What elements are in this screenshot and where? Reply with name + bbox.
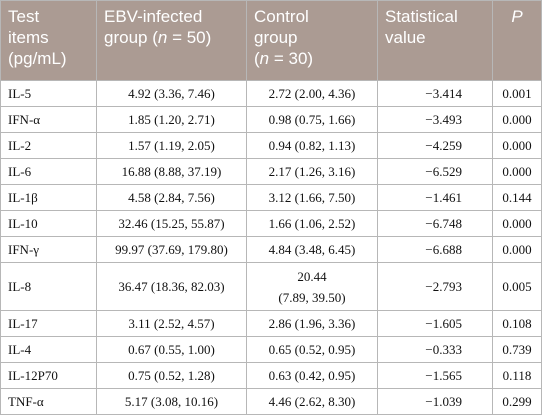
test-item-cell: IL-4 bbox=[0, 336, 97, 363]
test-item-cell: IL-10 bbox=[0, 210, 97, 237]
test-item-cell: IL-6 bbox=[0, 158, 97, 185]
table-row: IL-10 32.46 (15.25, 55.87) 1.66 (1.06, 2… bbox=[0, 210, 542, 237]
ebv-value-cell: 0.67 (0.55, 1.00) bbox=[96, 336, 247, 363]
ebv-value-cell: 4.58 (2.84, 7.56) bbox=[96, 184, 247, 211]
ebv-value-cell: 32.46 (15.25, 55.87) bbox=[96, 210, 247, 237]
statistical-value-cell: −1.605 bbox=[377, 310, 493, 337]
statistical-value-cell: −3.493 bbox=[377, 106, 493, 133]
table-row: IL-4 0.67 (0.55, 1.00) 0.65 (0.52, 0.95)… bbox=[0, 336, 542, 363]
p-value-cell: 0.739 bbox=[492, 336, 542, 363]
control-value-cell: 2.72 (2.00, 4.36) bbox=[246, 80, 378, 107]
p-value-cell: 0.005 bbox=[492, 262, 542, 311]
control-value-cell: 0.65 (0.52, 0.95) bbox=[246, 336, 378, 363]
test-item-cell: IFN-γ bbox=[0, 236, 97, 263]
ebv-value-cell: 4.92 (3.36, 7.46) bbox=[96, 80, 247, 107]
control-value-cell: 0.63 (0.42, 0.95) bbox=[246, 362, 378, 389]
test-item-cell: IL-1β bbox=[0, 184, 97, 211]
table-row: IFN-γ 99.97 (37.69, 179.80) 4.84 (3.48, … bbox=[0, 236, 542, 263]
control-value-cell: 1.66 (1.06, 2.52) bbox=[246, 210, 378, 237]
ebv-value-cell: 1.85 (1.20, 2.71) bbox=[96, 106, 247, 133]
statistical-value-cell: −4.259 bbox=[377, 132, 493, 159]
p-value-cell: 0.000 bbox=[492, 158, 542, 185]
p-value-cell: 0.118 bbox=[492, 362, 542, 389]
ebv-value-cell: 36.47 (18.36, 82.03) bbox=[96, 262, 247, 311]
p-value-cell: 0.144 bbox=[492, 184, 542, 211]
table-row: IL-6 16.88 (8.88, 37.19) 2.17 (1.26, 3.1… bbox=[0, 158, 542, 185]
table-row: TNF-α 5.17 (3.08, 10.16) 4.46 (2.62, 8.3… bbox=[0, 388, 542, 415]
statistical-value-cell: −2.793 bbox=[377, 262, 493, 311]
p-value-cell: 0.299 bbox=[492, 388, 542, 415]
control-value-cell: 4.84 (3.48, 6.45) bbox=[246, 236, 378, 263]
header-row: Test items (pg/mL) EBV-infected group (n… bbox=[0, 0, 542, 81]
statistical-value-cell: −0.333 bbox=[377, 336, 493, 363]
p-value-cell: 0.000 bbox=[492, 106, 542, 133]
control-value-cell: 2.17 (1.26, 3.16) bbox=[246, 158, 378, 185]
table-row: IL-17 3.11 (2.52, 4.57) 2.86 (1.96, 3.36… bbox=[0, 310, 542, 337]
header-ebv-group: EBV-infected group (n = 50) bbox=[96, 0, 247, 81]
header-test-items: Test items (pg/mL) bbox=[0, 0, 97, 81]
table-row: IL-2 1.57 (1.19, 2.05) 0.94 (0.82, 1.13)… bbox=[0, 132, 542, 159]
statistical-value-cell: −6.748 bbox=[377, 210, 493, 237]
ebv-value-cell: 1.57 (1.19, 2.05) bbox=[96, 132, 247, 159]
control-value-cell: 4.46 (2.62, 8.30) bbox=[246, 388, 378, 415]
statistical-value-cell: −1.461 bbox=[377, 184, 493, 211]
control-value-cell: 20.44 (7.89, 39.50) bbox=[246, 262, 378, 311]
test-item-cell: IL-8 bbox=[0, 262, 97, 311]
ebv-value-cell: 0.75 (0.52, 1.28) bbox=[96, 362, 247, 389]
p-value-cell: 0.001 bbox=[492, 80, 542, 107]
ebv-value-cell: 3.11 (2.52, 4.57) bbox=[96, 310, 247, 337]
statistical-value-cell: −3.414 bbox=[377, 80, 493, 107]
table-row: IL-12P70 0.75 (0.52, 1.28) 0.63 (0.42, 0… bbox=[0, 362, 542, 389]
table-row: IL-8 36.47 (18.36, 82.03) 20.44 (7.89, 3… bbox=[0, 262, 542, 311]
control-value-line: (7.89, 39.50) bbox=[278, 289, 346, 305]
control-value-cell: 2.86 (1.96, 3.36) bbox=[246, 310, 378, 337]
p-value-cell: 0.108 bbox=[492, 310, 542, 337]
p-value-cell: 0.000 bbox=[492, 132, 542, 159]
header-control-group: Control group (n = 30) bbox=[246, 0, 378, 81]
statistical-value-cell: −1.565 bbox=[377, 362, 493, 389]
test-item-cell: IL-17 bbox=[0, 310, 97, 337]
header-p-value: P bbox=[492, 0, 542, 81]
statistical-value-cell: −6.529 bbox=[377, 158, 493, 185]
ebv-value-cell: 5.17 (3.08, 10.16) bbox=[96, 388, 247, 415]
control-value-line: 20.44 bbox=[297, 268, 327, 284]
statistical-value-cell: −6.688 bbox=[377, 236, 493, 263]
p-value-cell: 0.000 bbox=[492, 236, 542, 263]
header-statistical-value: Statistical value bbox=[377, 0, 493, 81]
control-value-cell: 0.98 (0.75, 1.66) bbox=[246, 106, 378, 133]
control-value-cell: 0.94 (0.82, 1.13) bbox=[246, 132, 378, 159]
test-item-cell: IFN-α bbox=[0, 106, 97, 133]
ebv-value-cell: 99.97 (37.69, 179.80) bbox=[96, 236, 247, 263]
test-item-cell: TNF-α bbox=[0, 388, 97, 415]
control-value-cell: 3.12 (1.66, 7.50) bbox=[246, 184, 378, 211]
p-value-cell: 0.000 bbox=[492, 210, 542, 237]
ebv-value-cell: 16.88 (8.88, 37.19) bbox=[96, 158, 247, 185]
table-row: IL-1β 4.58 (2.84, 7.56) 3.12 (1.66, 7.50… bbox=[0, 184, 542, 211]
table-row: IFN-α 1.85 (1.20, 2.71) 0.98 (0.75, 1.66… bbox=[0, 106, 542, 133]
test-item-cell: IL-2 bbox=[0, 132, 97, 159]
test-item-cell: IL-5 bbox=[0, 80, 97, 107]
test-item-cell: IL-12P70 bbox=[0, 362, 97, 389]
statistical-value-cell: −1.039 bbox=[377, 388, 493, 415]
table-row: IL-5 4.92 (3.36, 7.46) 2.72 (2.00, 4.36)… bbox=[0, 80, 542, 107]
